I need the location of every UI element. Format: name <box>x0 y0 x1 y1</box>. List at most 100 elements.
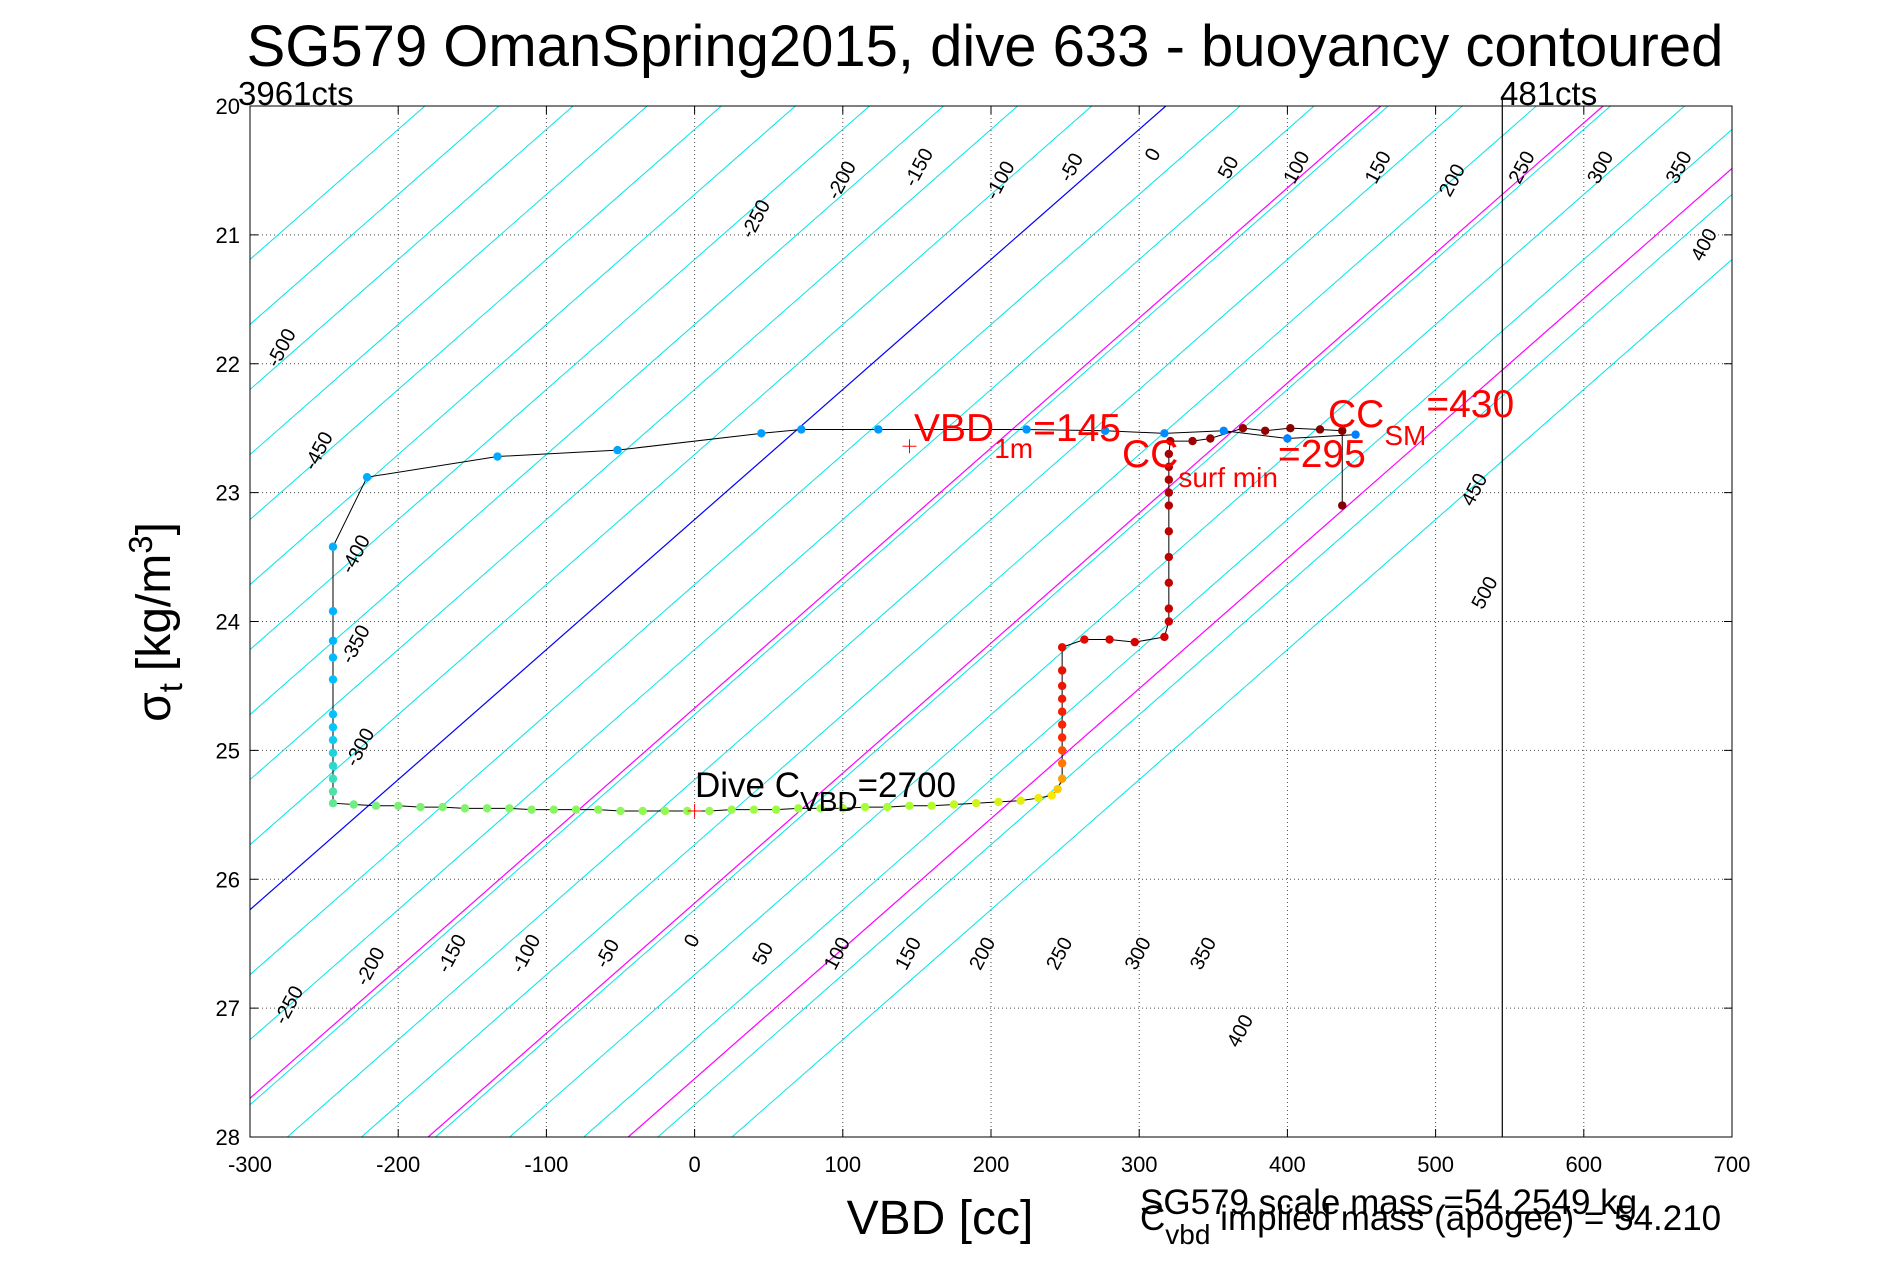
contour-line <box>435 106 1611 1137</box>
annotation-vbd-1m-sub: 1m <box>994 433 1033 464</box>
y-axis-label-close: ] <box>128 522 181 535</box>
dive-point <box>505 804 514 813</box>
x-tick-label: 200 <box>973 1152 1010 1177</box>
dive-point <box>1164 578 1174 588</box>
dive-point <box>1338 501 1347 510</box>
dive-point <box>1166 436 1175 446</box>
contour-line <box>250 106 1241 976</box>
dive-point <box>1160 632 1169 642</box>
dive-point <box>1057 774 1067 783</box>
dive-point <box>616 806 625 816</box>
y-axis-label: σt [kg/m3] <box>122 522 189 722</box>
y-axis-label-sup: 3 <box>122 535 159 553</box>
dive-point <box>1351 430 1360 439</box>
dive-point <box>816 804 825 813</box>
dive-point <box>1164 604 1174 613</box>
x-tick-label: 400 <box>1269 1152 1306 1177</box>
contour-line <box>287 106 1463 1137</box>
dive-point <box>1057 643 1067 652</box>
corner-right-label: 481cts <box>1500 75 1597 112</box>
contour-line <box>250 106 500 326</box>
dive-point <box>994 797 1003 807</box>
dive-point <box>797 425 806 434</box>
dive-point <box>705 806 714 816</box>
dive-point <box>727 805 736 814</box>
footer-implied-mass: Cvbd implied mass (apogee) = 54.210 <box>1140 1199 1721 1250</box>
dive-point <box>1016 796 1025 805</box>
dive-point <box>1047 791 1056 800</box>
x-tick-label: 0 <box>688 1152 700 1177</box>
y-tick-label: 27 <box>216 996 240 1021</box>
annotation-cc-sm-base: CC <box>1328 393 1384 436</box>
dive-point <box>757 429 766 438</box>
dive-point <box>1206 434 1215 443</box>
dive-point <box>1164 449 1174 459</box>
dive-point <box>571 805 581 814</box>
dive-point <box>371 801 381 810</box>
dive-point <box>838 804 847 813</box>
dive-point <box>493 452 502 461</box>
dive-point <box>328 748 338 758</box>
x-tick-label: 700 <box>1714 1152 1751 1177</box>
dive-point <box>1164 488 1174 497</box>
dive-point <box>1080 635 1089 644</box>
dive-point <box>394 801 403 810</box>
dive-point <box>1057 733 1067 742</box>
contour-line <box>250 106 722 521</box>
dive-point <box>794 804 803 813</box>
dive-point <box>328 774 338 783</box>
dive-point <box>883 802 892 812</box>
annotation-cc-surf-min-base: CC <box>1122 433 1178 476</box>
annotation-cc-sm-tail: =430 <box>1426 383 1514 426</box>
dive-point <box>1260 426 1270 435</box>
dive-point <box>1286 423 1295 433</box>
dive-point <box>971 799 981 808</box>
dive-point <box>1130 637 1139 647</box>
dive-point <box>438 802 447 812</box>
contour-line <box>250 106 1093 846</box>
dive-point <box>1057 720 1067 729</box>
dive-point <box>460 804 470 813</box>
contour-line <box>250 106 1315 1041</box>
x-tick-label: 300 <box>1121 1152 1158 1177</box>
dive-point <box>328 722 338 732</box>
dive-point <box>328 761 338 771</box>
dive-point <box>328 653 338 662</box>
y-tick-label: 26 <box>216 867 240 892</box>
dive-point <box>1057 694 1067 704</box>
annotation-cc-surf-min-sub: surf min <box>1178 462 1278 493</box>
dive-point <box>328 735 338 745</box>
contour-line <box>250 106 574 391</box>
footer-implied-tail: implied mass (apogee) = 54.210 <box>1210 1199 1721 1238</box>
highlight-contour-line <box>250 106 1382 1100</box>
x-tick-label: -300 <box>228 1152 272 1177</box>
annotation-cc-sm: CCSM=430 <box>1328 383 1514 451</box>
annotation-dive-cvbd-tail: =2700 <box>858 766 956 805</box>
contour-line <box>250 106 944 716</box>
dive-point <box>1053 784 1062 794</box>
contour-line <box>657 193 1732 1137</box>
dive-point <box>1022 425 1031 434</box>
annotation-dive-cvbd-base: Dive C <box>695 766 800 805</box>
contour-line <box>361 106 1537 1137</box>
annotation-cc-sm-sub: SM <box>1384 420 1426 451</box>
dive-point <box>1160 429 1169 438</box>
x-axis-label: VBD [cc] <box>847 1192 1034 1245</box>
contour-line <box>250 106 1019 781</box>
dive-point <box>328 710 338 719</box>
contour-line <box>250 106 648 456</box>
dive-point <box>1238 423 1248 433</box>
dive-point <box>1105 635 1114 644</box>
y-tick-label: 22 <box>216 352 240 377</box>
highlight-contour-line <box>627 167 1732 1137</box>
dive-point <box>328 799 338 808</box>
contour-line <box>250 106 796 586</box>
dive-point <box>1283 434 1292 443</box>
contour-line <box>250 106 1389 1106</box>
contour-line <box>250 106 870 651</box>
dive-point <box>771 805 781 814</box>
corner-left-label: 3961cts <box>238 75 354 112</box>
dive-point <box>1164 462 1174 472</box>
dive-point <box>1164 552 1174 562</box>
